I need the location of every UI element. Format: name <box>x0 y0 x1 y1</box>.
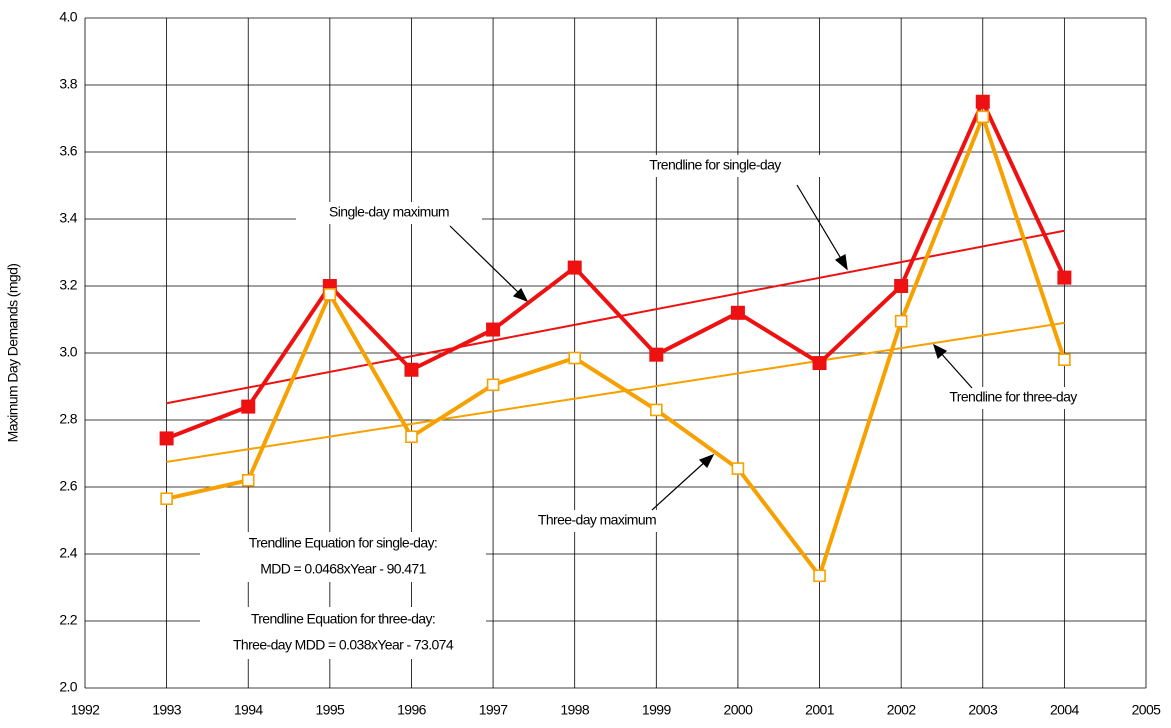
label-box <box>508 510 686 532</box>
arrowhead <box>933 343 948 360</box>
x-tick-label: 1993 <box>152 702 182 718</box>
x-tick-label: 2001 <box>805 702 835 718</box>
x-tick-label: 1997 <box>479 702 509 718</box>
arrowhead <box>834 254 848 271</box>
annotation-box <box>200 607 486 659</box>
marker <box>730 305 745 320</box>
marker <box>975 94 990 109</box>
marker <box>894 314 908 328</box>
y-tick-label: 3.2 <box>59 277 77 293</box>
x-tick-label: 2000 <box>724 702 754 718</box>
y-axis-label: Maximum Day Demands (mgd) <box>5 264 21 443</box>
marker <box>241 399 256 414</box>
y-tick-label: 2.2 <box>59 612 77 628</box>
arrow <box>449 225 523 297</box>
series-label: Trendline for single-day <box>649 157 781 173</box>
arrowhead <box>512 287 529 303</box>
arrow <box>651 459 708 511</box>
series-label: Three-day maximum <box>538 512 656 528</box>
y-tick-label: 3.6 <box>59 143 77 159</box>
label-box <box>296 202 482 224</box>
arrow <box>796 184 844 263</box>
marker <box>404 362 419 377</box>
marker <box>568 351 581 365</box>
x-tick-label: 2003 <box>968 702 998 718</box>
annotations: Single-day maximum Three-day maximum Trend… <box>200 155 1118 659</box>
marker <box>976 110 990 124</box>
y-tick-label: 4.0 <box>59 9 77 25</box>
marker <box>486 322 501 337</box>
annotation-box <box>200 532 486 582</box>
y-tick-label: 3.8 <box>59 76 77 92</box>
series-label: Single-day maximum <box>329 204 449 220</box>
x-tick-label: 1996 <box>397 702 427 718</box>
marker <box>649 347 664 362</box>
marker <box>323 288 337 301</box>
marker <box>567 260 582 275</box>
series-label: Trendline for three-day <box>949 389 1077 405</box>
y-tick-label: 2.4 <box>59 545 77 561</box>
marker <box>160 492 173 506</box>
x-tick-label: 1992 <box>71 702 101 718</box>
series-line <box>166 114 1067 578</box>
marker <box>486 378 500 392</box>
marker <box>813 569 826 583</box>
y-tick-label: 2.6 <box>59 478 77 494</box>
x-tick-label: 1998 <box>560 702 590 718</box>
trendline <box>166 321 1065 463</box>
marker <box>241 473 255 487</box>
arrowhead <box>698 453 715 469</box>
annotation: MDD = 0.0468xYear - 90.471 <box>260 561 426 577</box>
x-tick-label: 2002 <box>887 702 917 718</box>
x-tick-label: 2004 <box>1050 702 1080 718</box>
marker <box>731 462 745 475</box>
annotation: Trendline Equation for three-day: <box>251 611 435 627</box>
y-tick-label: 3.4 <box>59 210 77 226</box>
marker <box>1057 270 1072 285</box>
y-tick-label: 2.0 <box>59 679 77 695</box>
y-tick-label: 2.8 <box>59 411 77 427</box>
label-box <box>908 387 1118 409</box>
marker <box>1058 353 1071 367</box>
marker <box>650 403 663 417</box>
label-box <box>610 155 820 177</box>
x-tick-label: 2005 <box>1132 702 1162 718</box>
y-tick-label: 3.0 <box>59 344 77 360</box>
x-tick-label: 1999 <box>642 702 672 718</box>
trendline <box>166 229 1065 405</box>
marker <box>812 356 827 371</box>
annotation: Trendline Equation for single-day: <box>249 535 437 551</box>
marker <box>894 279 909 293</box>
marker <box>159 431 174 446</box>
x-tick-label: 1995 <box>315 702 345 718</box>
x-tick-label: 1994 <box>234 702 264 718</box>
marker <box>405 430 418 444</box>
arrow <box>938 350 973 389</box>
annotation: Three-day MDD = 0.038xYear - 73.074 <box>233 637 454 653</box>
series-line <box>165 99 1067 441</box>
